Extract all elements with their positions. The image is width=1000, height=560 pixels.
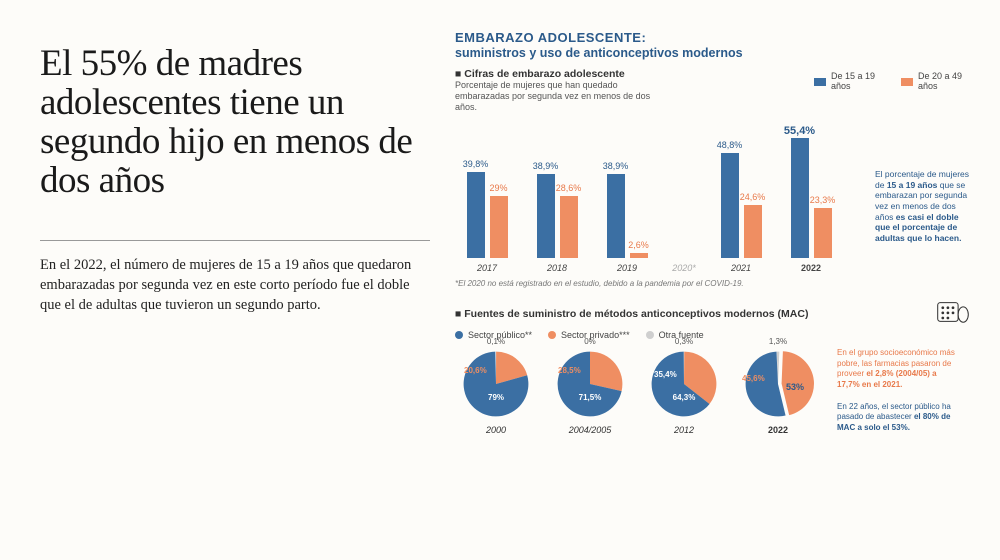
lede-paragraph: En el 2022, el número de mujeres de 15 a… — [40, 256, 430, 315]
bar-group: 38,9%2,6%2019 — [599, 128, 655, 273]
pie-chart: 1,3%45,6%53%2022 — [737, 348, 819, 435]
pie-charts-row: 0,1%20,6%79%20000%28,5%71,5%2004/20050,3… — [455, 348, 970, 435]
bars-legend: De 15 a 19 años De 20 a 49 años — [814, 72, 970, 92]
bars-section-sub: Porcentaje de mujeres que han quedado em… — [455, 80, 655, 112]
pies-section-header: ■ Fuentes de suministro de métodos antic… — [455, 308, 808, 320]
pie-side-note-2: En 22 años, el sector público ha pasado … — [837, 402, 957, 433]
pie-chart: 0%28,5%71,5%2004/2005 — [549, 348, 631, 435]
bar-group: 55,4%23,3%2022 — [783, 128, 839, 273]
pies-legend: Sector público**Sector privado***Otra fu… — [455, 330, 970, 340]
pie-chart: 0,3%35,4%64,3%2012 — [643, 348, 725, 435]
bar-group: 39,8%29%2017 — [459, 128, 515, 273]
divider — [40, 240, 430, 241]
legend-item: De 15 a 19 años — [814, 72, 883, 92]
chart-subtitle: suministros y uso de anticonceptivos mod… — [455, 46, 970, 60]
bars-section-header: ■ Cifras de embarazo adolescente — [455, 68, 655, 80]
pie-chart: 0,1%20,6%79%2000 — [455, 348, 537, 435]
bar-group: 48,8%24,6%2021 — [713, 128, 769, 273]
bar-group: 38,9%28,6%2018 — [529, 128, 585, 273]
bar-group: 2020* — [669, 128, 699, 273]
contraceptive-icon — [936, 298, 970, 326]
legend-item: De 20 a 49 años — [901, 72, 970, 92]
chart-side-note: El porcentaje de mujeres de 15 a 19 años… — [875, 169, 970, 273]
chart-title: EMBARAZO ADOLESCENTE: — [455, 30, 970, 45]
chart-footnote: *El 2020 no está registrado en el estudi… — [455, 279, 970, 288]
grouped-bar-chart: 39,8%29%201738,9%28,6%201838,9%2,6%20192… — [455, 118, 970, 273]
headline: El 55% de madres adolescentes tiene un s… — [40, 45, 430, 200]
pie-side-note-1: En el grupo socioeconómico más pobre, la… — [837, 348, 957, 390]
